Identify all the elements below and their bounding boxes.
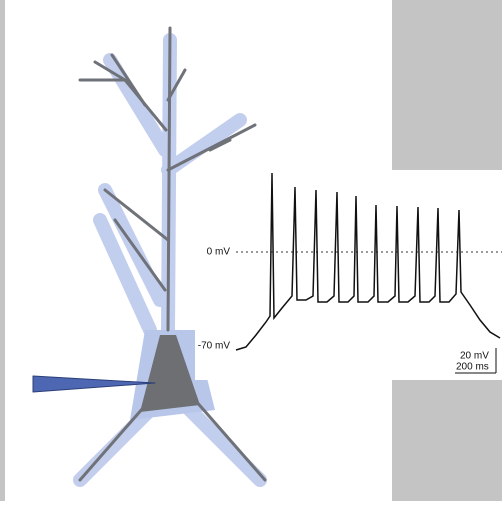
rest-label: -70 mV bbox=[198, 341, 231, 352]
scale-time: 200 ms bbox=[456, 362, 489, 373]
zero-label: 0 mV bbox=[207, 247, 231, 258]
scale-voltage: 20 mV bbox=[460, 351, 489, 362]
figure: 0 mV -70 mV 20 mV 200 ms bbox=[0, 0, 502, 501]
